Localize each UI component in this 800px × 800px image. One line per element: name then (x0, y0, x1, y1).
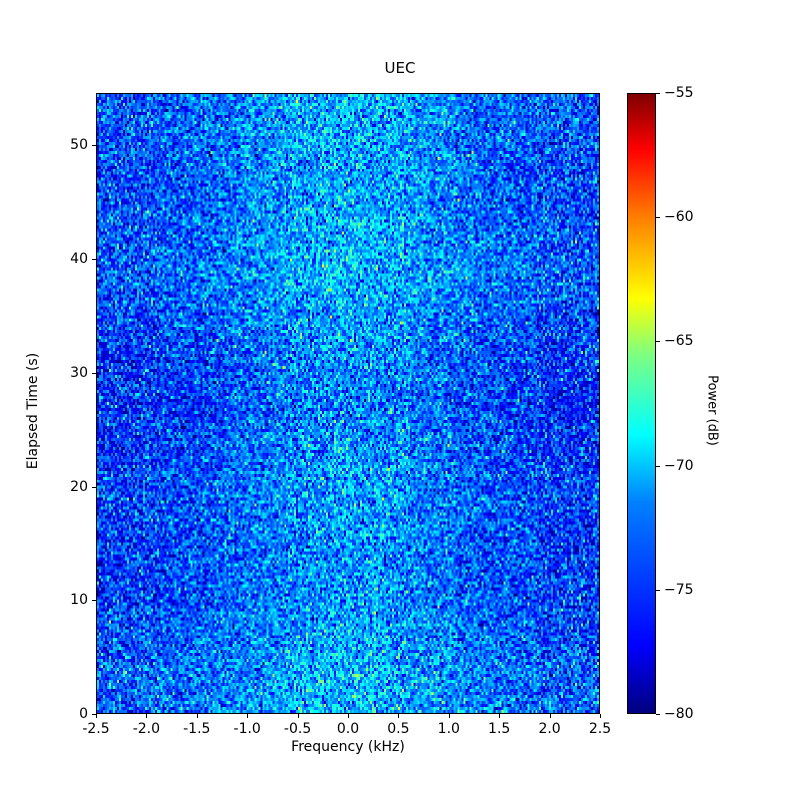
x-tick-label: 2.0 (538, 721, 561, 737)
x-tick-label: -1.0 (233, 721, 261, 737)
y-tick-mark (92, 600, 96, 602)
y-tick-label: 20 (70, 478, 88, 495)
x-tick-mark (448, 714, 450, 718)
colorbar-tick-label: −65 (664, 333, 694, 350)
x-tick-mark (398, 714, 400, 718)
x-tick-label: 0.5 (387, 721, 410, 737)
colorbar-tick-mark (656, 714, 660, 715)
x-tick-mark (549, 714, 551, 718)
x-tick-mark (196, 714, 198, 718)
title-line-station: UEC (384, 59, 416, 77)
x-tick-mark (96, 714, 97, 718)
x-tick-mark (600, 714, 601, 718)
y-tick-mark (92, 714, 96, 715)
x-tick-label: -1.5 (183, 721, 211, 737)
colorbar-tick-mark (656, 93, 660, 94)
y-tick-label: 10 (70, 592, 88, 609)
colorbar-tick-mark (656, 341, 660, 343)
x-tick-mark (297, 714, 299, 718)
y-tick-label: 50 (70, 137, 88, 154)
y-tick-mark (92, 486, 96, 488)
colorbar (627, 93, 656, 714)
colorbar-tick-label: −55 (664, 85, 694, 101)
x-tick-label: -2.5 (82, 721, 110, 737)
y-tick-mark (92, 145, 96, 147)
colorbar-tick-label: −80 (664, 706, 694, 722)
colorbar-label: Power (dB) (704, 375, 720, 446)
y-tick-label: 0 (79, 706, 88, 722)
y-tick-mark (92, 372, 96, 374)
y-axis-label: Elapsed Time (s) (25, 352, 41, 470)
x-tick-label: -2.0 (132, 721, 161, 737)
colorbar-tick-label: −75 (664, 581, 694, 598)
colorbar-tick-label: −70 (664, 457, 694, 474)
x-axis-label: Frequency (kHz) (291, 739, 405, 755)
colorbar-tick-label: −60 (664, 209, 694, 226)
x-tick-mark (499, 714, 501, 718)
y-tick-label: 40 (70, 251, 88, 268)
x-tick-label: 1.0 (437, 721, 460, 737)
y-tick-label: 30 (70, 364, 88, 381)
colorbar-tick-mark (656, 589, 660, 591)
colorbar-tick-mark (656, 465, 660, 467)
x-tick-mark (247, 714, 249, 718)
x-tick-mark (146, 714, 148, 718)
x-tick-mark (348, 714, 349, 718)
y-tick-mark (92, 259, 96, 261)
spectrogram-heatmap (97, 94, 599, 713)
x-tick-label: 2.5 (588, 721, 612, 737)
colorbar-tick-mark (656, 217, 660, 219)
plot-area (96, 93, 600, 714)
x-tick-label: -0.5 (283, 721, 312, 737)
x-tick-label: 1.5 (488, 721, 511, 737)
x-tick-label: 0.0 (336, 721, 360, 737)
